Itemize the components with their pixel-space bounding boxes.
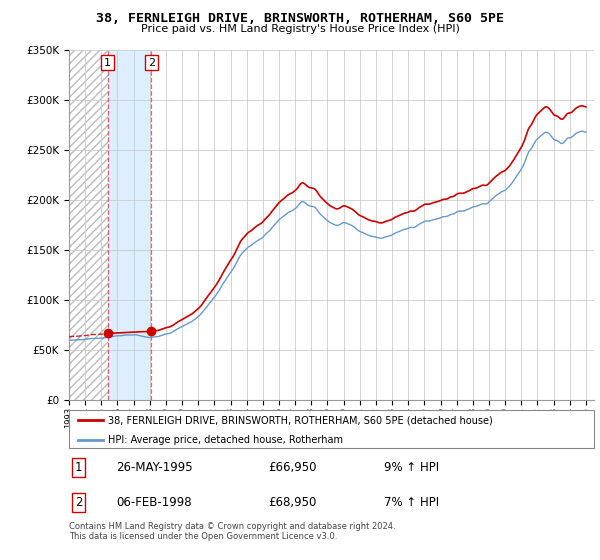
Bar [69,50,108,400]
Text: 2: 2 [148,58,155,68]
Text: 06-FEB-1998: 06-FEB-1998 [116,496,192,508]
Text: 1: 1 [104,58,111,68]
Text: Price paid vs. HM Land Registry's House Price Index (HPI): Price paid vs. HM Land Registry's House … [140,24,460,34]
Text: 1: 1 [75,461,82,474]
Text: 9% ↑ HPI: 9% ↑ HPI [384,461,439,474]
Text: 26-MAY-1995: 26-MAY-1995 [116,461,193,474]
Text: Contains HM Land Registry data © Crown copyright and database right 2024.
This d: Contains HM Land Registry data © Crown c… [69,522,395,542]
Text: 38, FERNLEIGH DRIVE, BRINSWORTH, ROTHERHAM, S60 5PE (detached house): 38, FERNLEIGH DRIVE, BRINSWORTH, ROTHERH… [109,415,493,425]
Text: £68,950: £68,950 [269,496,317,508]
Text: 2: 2 [75,496,82,508]
Text: £66,950: £66,950 [269,461,317,474]
Bar [108,50,151,400]
Text: 7% ↑ HPI: 7% ↑ HPI [384,496,439,508]
Text: 38, FERNLEIGH DRIVE, BRINSWORTH, ROTHERHAM, S60 5PE: 38, FERNLEIGH DRIVE, BRINSWORTH, ROTHERH… [96,12,504,25]
Text: HPI: Average price, detached house, Rotherham: HPI: Average price, detached house, Roth… [109,435,343,445]
